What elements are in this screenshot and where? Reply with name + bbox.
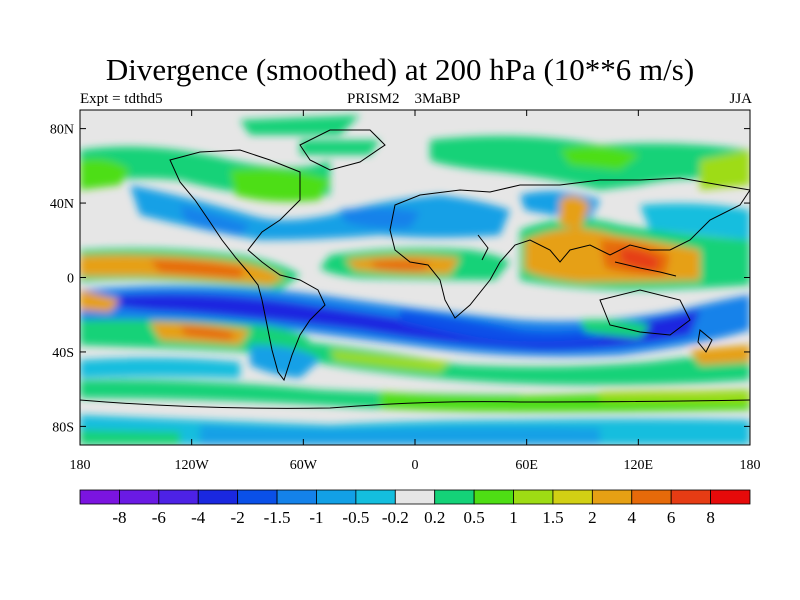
x-tick-label: 180 (740, 458, 761, 473)
colorbar-swatch (394, 489, 436, 505)
chart-title: Divergence (smoothed) at 200 hPa (10**6 … (105, 52, 695, 87)
divergence-field (80, 110, 750, 445)
colorbar-label: -0.5 (342, 508, 369, 527)
experiment-label: Expt = tdthd5 (80, 91, 163, 107)
colorbar-swatch (631, 489, 672, 505)
colorbar-label: -1 (309, 508, 323, 527)
y-tick-label: 40N (50, 197, 74, 212)
x-tick-label: 120W (175, 458, 210, 473)
x-tick-label: 0 (412, 458, 419, 473)
colorbar-swatch (710, 489, 751, 505)
y-tick-label: 80S (52, 420, 74, 435)
colorbar-swatch (197, 489, 239, 505)
colorbar-swatch (670, 489, 711, 505)
colorbar-label: 1 (509, 508, 518, 527)
colorbar-label: -0.2 (382, 508, 409, 527)
coastlines (80, 129, 750, 409)
x-tick-label: 120E (624, 458, 654, 473)
x-tick-label: 180 (70, 458, 91, 473)
colorbar-swatch (552, 489, 593, 505)
colorbar-label: -8 (112, 508, 126, 527)
colorbar-swatch (355, 489, 396, 505)
colorbar-swatch (79, 489, 120, 505)
x-tick-label: 60W (290, 458, 318, 473)
y-tick-label: 80N (50, 123, 74, 138)
colorbar-label: -2 (231, 508, 245, 527)
colorbar-swatch (276, 489, 317, 505)
colorbar-swatch (119, 489, 160, 505)
run-label: PRISM2 3MaBP (347, 91, 461, 107)
colorbar-label: 0.5 (463, 508, 484, 527)
season-label: JJA (729, 91, 752, 107)
colorbar-label: 8 (706, 508, 715, 527)
colorbar-label: 1.5 (542, 508, 563, 527)
colorbar-label: 4 (628, 508, 637, 527)
colorbar-swatch (316, 489, 357, 505)
y-tick-label: 0 (67, 272, 74, 287)
colorbar-swatch (591, 489, 633, 505)
map-axes: 180 120W 60W 0 60E 120E 180 80N 40N 0 40S 80S (50, 110, 761, 473)
colorbar-swatch (473, 489, 514, 505)
colorbar-label: -1.5 (264, 508, 291, 527)
x-tick-label: 60E (515, 458, 538, 473)
colorbar-label: 0.2 (424, 508, 445, 527)
colorbar-label: 2 (588, 508, 597, 527)
colorbar-swatch (513, 489, 554, 505)
y-tick-label: 40S (52, 346, 74, 361)
colorbar: -8 -6 -4 -2 -1.5 -1 -0.5 -0.2 0.2 0.5 1 1.5 2 4 6 8 (79, 489, 751, 527)
colorbar-label: -4 (191, 508, 206, 527)
colorbar-label: 6 (667, 508, 676, 527)
colorbar-swatch (158, 489, 199, 505)
colorbar-swatch (237, 489, 278, 505)
colorbar-swatch (434, 489, 475, 505)
colorbar-label: -6 (152, 508, 166, 527)
